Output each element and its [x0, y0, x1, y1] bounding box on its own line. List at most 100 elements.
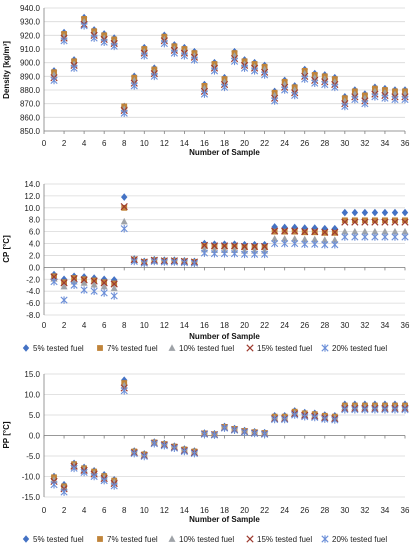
data-point: [311, 235, 319, 243]
y-tick-label: 10.0: [24, 391, 40, 400]
data-point: [371, 208, 379, 217]
data-point: [100, 34, 108, 41]
x-tick-label: 18: [220, 139, 229, 148]
y-tick-label: 920.0: [20, 31, 41, 40]
data-point: [331, 240, 339, 249]
x-tick-label: 12: [160, 506, 169, 515]
legend-item-label: 5% tested fuel: [33, 344, 84, 353]
data-point: [371, 93, 379, 101]
data-point: [351, 208, 359, 217]
data-point: [180, 447, 188, 456]
data-point: [391, 218, 399, 226]
y-tick-label: 5.0: [29, 411, 41, 420]
data-point: [361, 99, 369, 108]
data-point: [70, 275, 78, 283]
legend-item-label: 15% tested fuel: [257, 344, 312, 353]
data-point: [271, 227, 279, 235]
data-point: [220, 83, 229, 92]
data-point: [150, 68, 158, 76]
legend-marker-square: [97, 345, 103, 351]
data-point: [250, 429, 259, 438]
data-point: [321, 80, 329, 89]
legend-marker-star: [321, 535, 329, 543]
data-point: [90, 34, 98, 42]
y-axis-label: CP [°C]: [2, 235, 11, 263]
data-point: [281, 227, 289, 235]
x-tick-label: 32: [360, 139, 369, 148]
data-point: [271, 235, 279, 242]
data-point: [100, 476, 108, 485]
chart-panel-2: -8.0 -6.0 -4.0 -2.0 0.0 2.0 4.0 6.0 8.0 10.0 12.0 1…: [2, 180, 410, 341]
y-tick-label: 870.0: [20, 100, 41, 109]
x-tick-label: 14: [180, 139, 189, 148]
data-point: [382, 217, 388, 224]
legend-marker-triangle: [168, 344, 176, 351]
data-point: [401, 95, 409, 104]
y-tick-label: 2.0: [29, 251, 41, 260]
legend-marker-square: [97, 536, 103, 542]
legend-item-label: 20% tested fuel: [332, 344, 387, 353]
data-point: [250, 67, 259, 75]
y-tick-label: 4.0: [29, 240, 41, 249]
x-tick-label: 24: [280, 321, 289, 330]
data-point: [80, 286, 88, 294]
x-tick-label: 2: [62, 139, 67, 148]
data-point: [190, 52, 198, 59]
x-tick-label: 0: [42, 506, 47, 515]
data-point: [301, 228, 309, 236]
data-point: [100, 38, 108, 46]
data-point: [90, 277, 98, 285]
series-diamond: [50, 376, 409, 489]
data-point: [90, 280, 98, 288]
data-point: [301, 240, 309, 248]
data-point: [381, 227, 389, 235]
x-tick-label: 26: [300, 139, 309, 148]
chart-panel-1: 850.0 860.0 870.0 880.0 890.0 900.0 910.0 920.0…: [2, 4, 410, 157]
data-point: [180, 258, 188, 267]
data-point: [372, 217, 378, 224]
data-point: [260, 242, 269, 251]
data-point: [391, 95, 399, 104]
data-point: [120, 203, 128, 211]
x-tick-label: 36: [401, 321, 410, 330]
x-tick-label: 26: [300, 506, 309, 515]
x-tick-label: 30: [340, 506, 349, 515]
data-point: [351, 227, 359, 235]
data-point: [331, 416, 339, 424]
data-point: [200, 249, 209, 257]
legend-1: 5% tested fuel 7% tested fuel 10% tested f…: [22, 344, 387, 353]
y-tick-label: 880.0: [20, 86, 41, 95]
x-tick-label: 22: [260, 506, 269, 515]
data-point: [121, 204, 128, 211]
data-point: [110, 38, 118, 46]
data-point: [341, 405, 349, 414]
data-point: [361, 218, 369, 226]
data-point: [240, 64, 249, 72]
y-tick-label: 0.0: [29, 263, 41, 272]
y-tick-label: 15.0: [24, 370, 40, 379]
data-point: [301, 412, 309, 421]
data-point: [220, 249, 229, 258]
x-tick-label: 6: [102, 139, 107, 148]
data-point: [210, 63, 218, 70]
data-point: [331, 236, 339, 243]
x-tick-label: 16: [200, 321, 209, 330]
data-point: [230, 242, 239, 250]
x-tick-label: 14: [180, 321, 189, 330]
x-tick-label: 22: [260, 139, 269, 148]
x-tick-label: 10: [140, 139, 149, 148]
y-tick-label: 10.0: [24, 204, 40, 213]
data-point: [60, 488, 68, 496]
data-point: [160, 35, 168, 43]
data-point: [60, 37, 68, 45]
x-tick-label: 34: [380, 321, 389, 330]
data-point: [351, 233, 359, 241]
data-point: [381, 405, 389, 414]
data-point: [100, 279, 108, 287]
legend-item-label: 7% tested fuel: [107, 344, 158, 353]
data-point: [240, 428, 249, 437]
data-point: [60, 296, 68, 304]
y-axis-label: PP [°C]: [2, 421, 11, 448]
legend-marker-x: [246, 535, 254, 543]
data-point: [70, 60, 78, 67]
